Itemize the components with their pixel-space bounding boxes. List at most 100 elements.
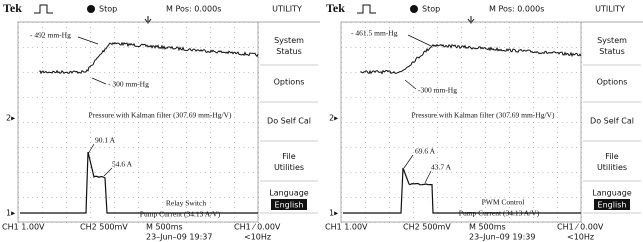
grid-dot (538, 147, 539, 148)
grid-dot (341, 22, 342, 23)
grid-dot (341, 167, 342, 168)
grid-dot (162, 152, 163, 153)
footer: 23–Jun–09 19:37 (146, 233, 212, 242)
menu-item[interactable]: Options (274, 78, 305, 87)
grid-dot (509, 107, 510, 108)
grid-dot (379, 47, 380, 48)
grid-dot (571, 47, 572, 48)
footer: 23–Jun–09 19:39 (469, 233, 535, 242)
grid-dot (538, 97, 539, 98)
grid-dot (389, 62, 390, 63)
grid-dot (32, 22, 33, 23)
grid-dot (90, 102, 91, 103)
grid-dot (133, 97, 134, 98)
pulse-icon (357, 5, 376, 13)
grid-dot (181, 122, 182, 123)
menu-word: Utilities (597, 163, 627, 172)
grid-dot (432, 22, 433, 23)
menu-highlight[interactable]: English (275, 201, 304, 210)
grid-dot (504, 72, 505, 73)
grid-dot (528, 222, 529, 223)
arrow (404, 155, 413, 168)
grid-dot (408, 197, 409, 198)
menu-highlight[interactable]: English (598, 201, 627, 210)
grid-dot (200, 47, 201, 48)
channel-marker: 1▸ (6, 209, 15, 218)
grid-dot (152, 197, 153, 198)
grid-dot (162, 42, 163, 43)
grid-dot (253, 172, 254, 173)
grid-dot (258, 107, 259, 108)
grid-dot (571, 72, 572, 73)
grid-dot (581, 217, 582, 218)
grid-dot (18, 217, 19, 218)
grid-dot (143, 147, 144, 148)
grid-dot (341, 97, 342, 98)
grid-dot (104, 47, 105, 48)
grid-dot (341, 37, 342, 38)
grid-dot (389, 217, 390, 218)
grid-dot (186, 47, 187, 48)
grid-dot (215, 222, 216, 223)
grid-dot (437, 27, 438, 28)
grid-dot (543, 197, 544, 198)
grid-dot (360, 47, 361, 48)
grid-dot (61, 147, 62, 148)
grid-dot (258, 82, 259, 83)
grid-dot (66, 217, 67, 218)
grid-dot (143, 22, 144, 23)
grid-dot (466, 72, 467, 73)
grid-dot (143, 72, 144, 73)
grid-dot (186, 137, 187, 138)
grid-dot (552, 222, 553, 223)
grid-dot (234, 202, 235, 203)
grid-dot (18, 97, 19, 98)
grid-dot (18, 37, 19, 38)
grid-dot (394, 122, 395, 123)
menu-item[interactable]: Language (269, 189, 309, 198)
menu-item[interactable]: Options (597, 78, 628, 87)
grid-dot (85, 147, 86, 148)
grid-dot (167, 147, 168, 148)
grid-dot (148, 197, 149, 198)
grid-dot (533, 162, 534, 163)
grid-dot (557, 57, 558, 58)
grid-dot (162, 147, 163, 148)
grid-dot (162, 132, 163, 133)
grid-dot (341, 87, 342, 88)
grid-dot (413, 67, 414, 68)
grid-dot (557, 157, 558, 158)
grid-dot (519, 47, 520, 48)
grid-dot (76, 122, 77, 123)
grid-dot (210, 102, 211, 103)
grid-dot (384, 147, 385, 148)
grid-dot (538, 122, 539, 123)
menu-item[interactable]: Language (592, 189, 632, 198)
footer: CH1 ⁄ 0.00V (234, 223, 281, 232)
menu-item[interactable]: Do Self Cal (267, 117, 311, 126)
grid-dot (461, 202, 462, 203)
grid-dot (437, 187, 438, 188)
footer: CH2 500mV (403, 223, 451, 232)
grid-dot (480, 22, 481, 23)
annotation: 90.1 A (95, 136, 116, 145)
grid-dot (181, 147, 182, 148)
grid-dot (461, 37, 462, 38)
menu-item[interactable]: Do Self Cal (590, 117, 634, 126)
grid-dot (355, 47, 356, 48)
grid-dot (66, 137, 67, 138)
grid-dot (379, 122, 380, 123)
grid-dot (42, 132, 43, 133)
grid-dot (523, 172, 524, 173)
grid-dot (248, 97, 249, 98)
grid-dot (90, 52, 91, 53)
grid-dot (172, 22, 173, 23)
grid-dot (152, 22, 153, 23)
grid-dot (196, 197, 197, 198)
grid-dot (85, 122, 86, 123)
grid-dot (557, 217, 558, 218)
